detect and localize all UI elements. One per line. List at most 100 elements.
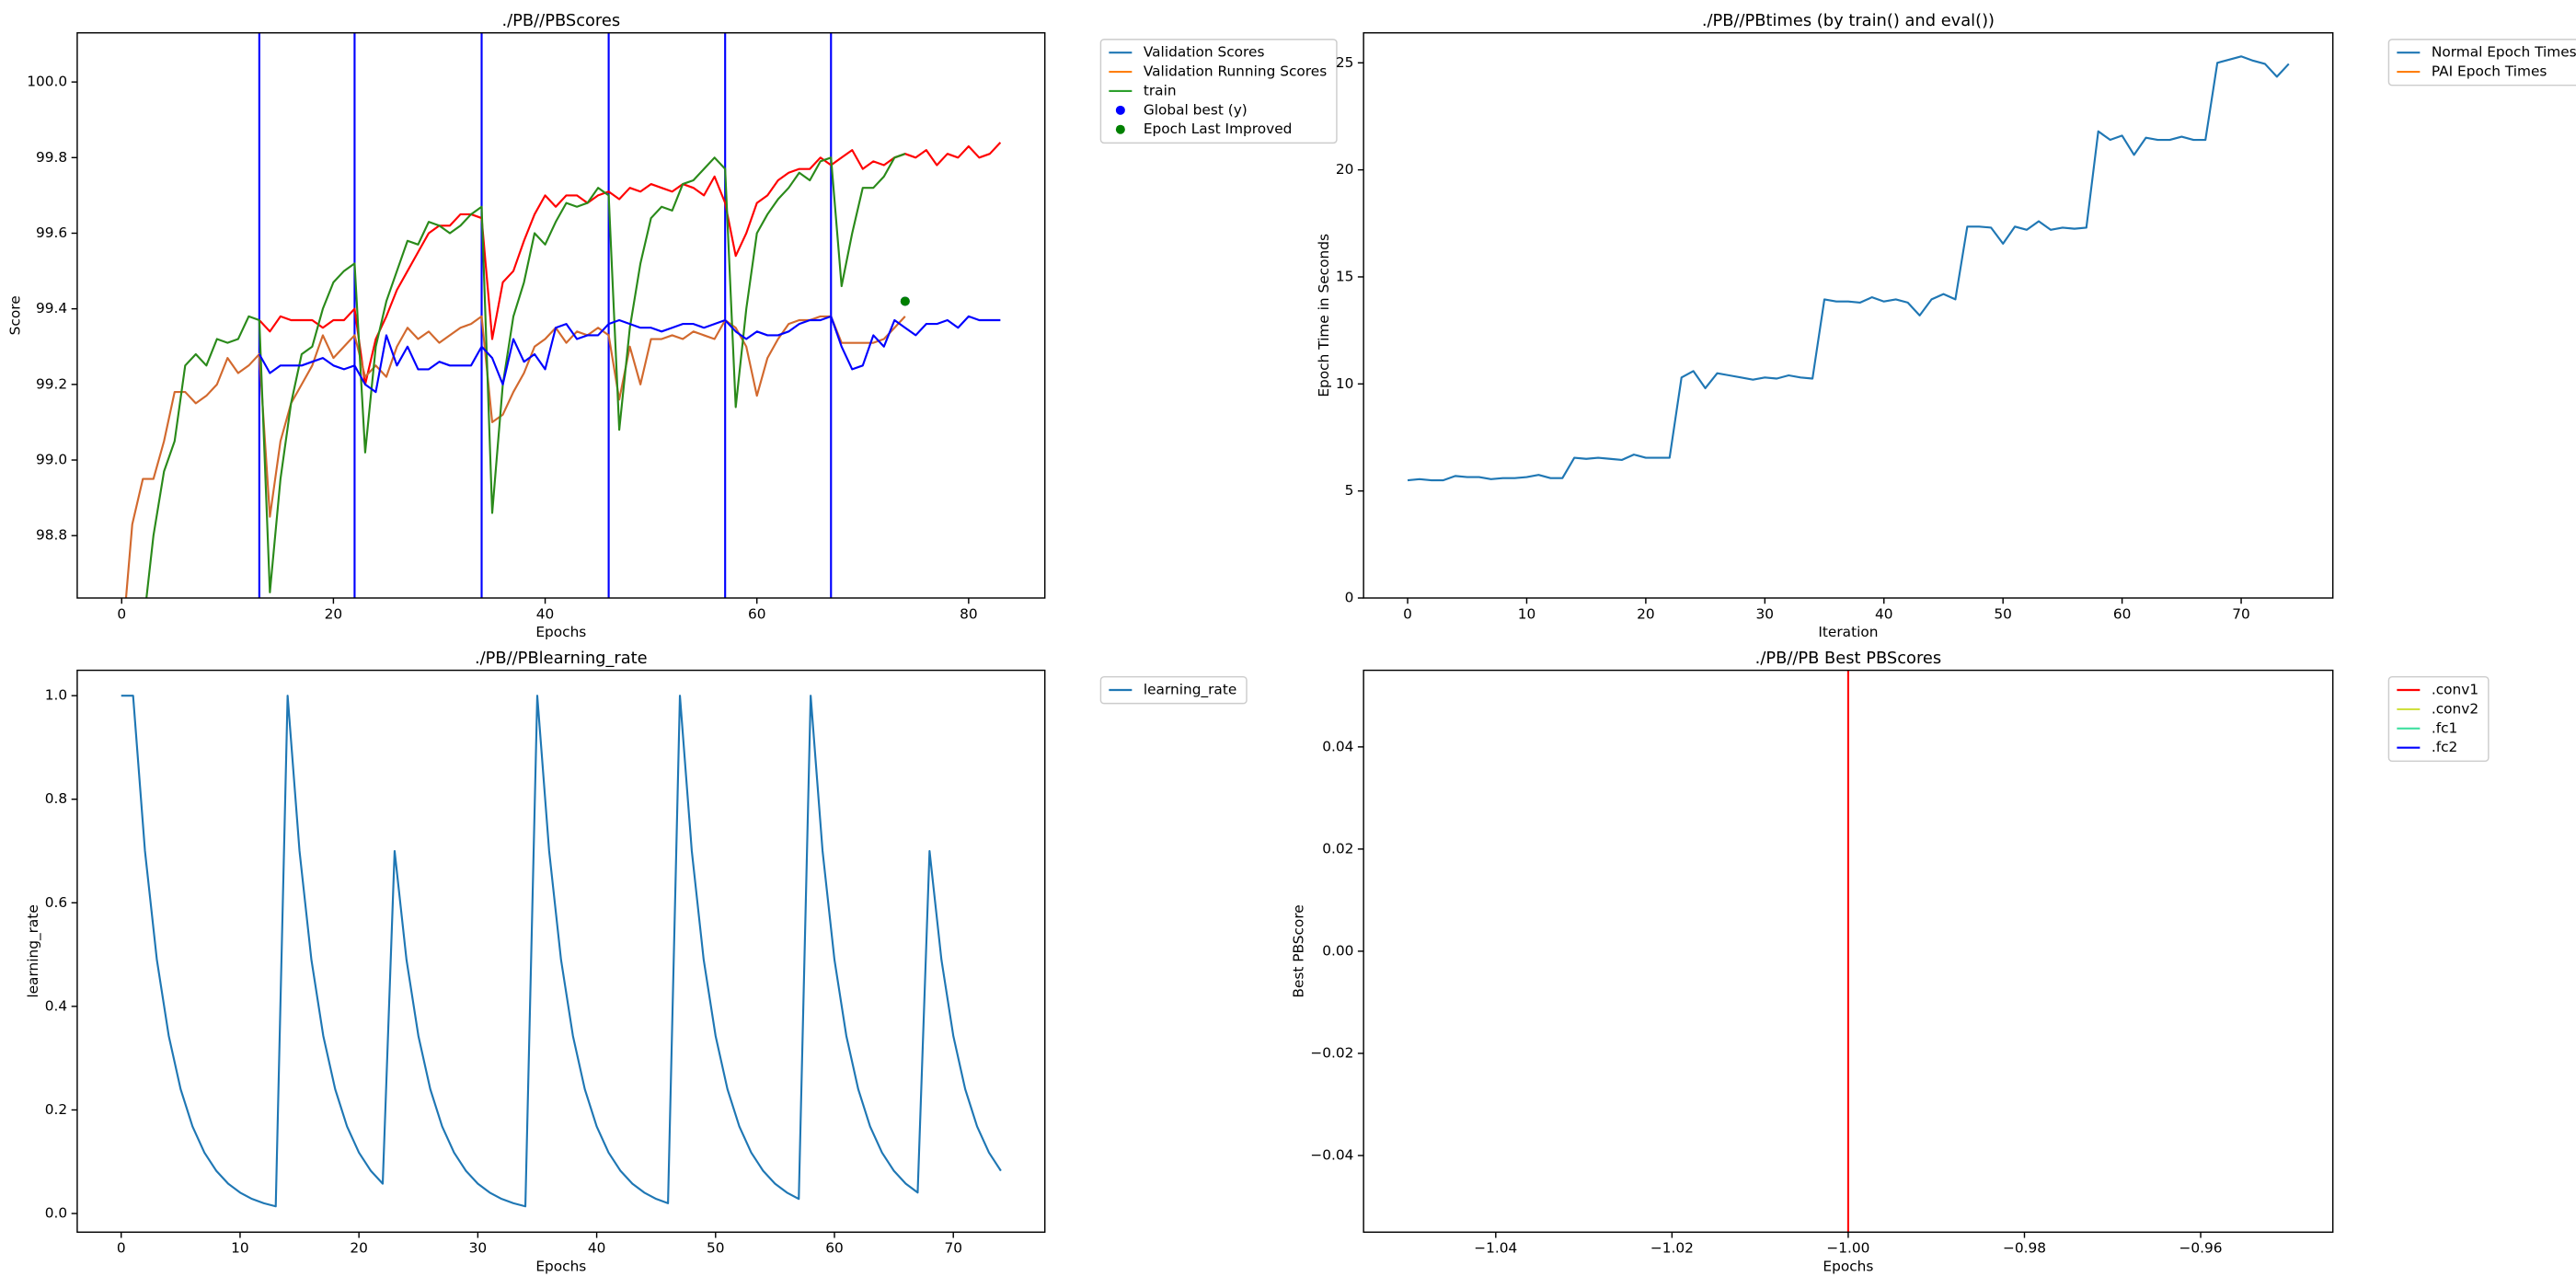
x-tick-label: 10 — [1518, 605, 1536, 622]
y-tick-label: 99.8 — [36, 149, 67, 166]
x-tick-label: 0 — [117, 1240, 126, 1257]
y-tick-label: 0.00 — [1322, 942, 1353, 959]
y-tick-label: −0.04 — [1310, 1147, 1353, 1164]
y-tick-label: −0.02 — [1310, 1044, 1353, 1061]
legend-label: train — [1144, 82, 1177, 98]
legend-label: PAI Epoch Times — [2432, 63, 2547, 80]
x-tick-label: 40 — [536, 605, 555, 622]
legend-label: Epoch Last Improved — [1144, 121, 1293, 137]
y-tick-label: 15 — [1336, 268, 1354, 284]
plot-area — [124, 32, 1002, 598]
x-tick-label: 10 — [231, 1240, 249, 1257]
y-tick-label: 0.2 — [45, 1101, 67, 1118]
legend-frame — [1099, 39, 1338, 144]
y-tick-label: 20 — [1336, 161, 1354, 178]
scatter-point — [900, 296, 910, 306]
legend-frame — [2387, 39, 2576, 86]
legend: learning_rate — [1099, 676, 1248, 705]
x-tick-label: 30 — [1756, 605, 1775, 622]
y-axis-label: learning_rate — [25, 904, 42, 997]
y-tick-label: 0 — [1345, 590, 1354, 606]
legend-frame — [2387, 676, 2490, 763]
x-tick-label: −0.96 — [2179, 1240, 2223, 1257]
legend: .conv1 .conv2 .fc1 .fc2 — [2387, 676, 2490, 763]
x-tick-label: 70 — [944, 1240, 962, 1257]
legend-marker — [1115, 105, 1125, 115]
series-line — [1407, 55, 2290, 482]
axes-frame — [76, 669, 1046, 1234]
y-tick-label: 98.8 — [36, 527, 67, 544]
series-line — [145, 153, 906, 598]
legend-frame — [1099, 676, 1248, 705]
series-line — [259, 142, 1002, 385]
x-axis-label: Epochs — [535, 1258, 586, 1274]
y-tick-label: 10 — [1336, 375, 1354, 392]
legend-label: Global best (y) — [1144, 101, 1248, 118]
legend-label: Normal Epoch Times — [2432, 44, 2576, 61]
legend-label: .conv2 — [2432, 700, 2478, 717]
plot-area — [1407, 55, 2290, 482]
subplot: −1.04 −1.02 −1.00 −0.98 −0.96 −0.04 −0.02 0.00 0… — [1290, 649, 2490, 1274]
chart-title: ./PB//PBlearning_rate — [475, 649, 648, 668]
x-tick-label: 0 — [1403, 605, 1412, 622]
y-tick-label: 0.04 — [1322, 738, 1353, 754]
y-tick-label: 0.4 — [45, 997, 67, 1014]
y-axis-label: Score — [6, 295, 23, 335]
x-axis-label: Epochs — [535, 624, 586, 640]
y-tick-label: 99.6 — [36, 224, 67, 241]
y-tick-label: 0.0 — [45, 1205, 67, 1222]
series-line — [121, 695, 1002, 1208]
y-tick-label: 0.02 — [1322, 840, 1353, 857]
plot-area — [121, 695, 1002, 1208]
legend-label: Validation Scores — [1144, 44, 1265, 61]
legend-marker — [1115, 124, 1125, 134]
y-axis-label: Best PBScore — [1290, 904, 1306, 997]
chart-title: ./PB//PB Best PBScores — [1755, 649, 1942, 668]
x-tick-label: 20 — [325, 605, 343, 622]
y-tick-label: 0.8 — [45, 790, 67, 807]
y-tick-label: 100.0 — [27, 74, 67, 90]
subplot: 0 20 40 60 80 98.8 99.0 99.2 99.4 99.6 99.8 100.0 ./… — [6, 11, 1338, 640]
chart-title: ./PB//PBScores — [501, 11, 620, 30]
x-tick-label: −1.04 — [1474, 1240, 1517, 1257]
x-axis-label: Iteration — [1818, 624, 1878, 640]
legend: Validation Scores Validation Running Scor… — [1099, 39, 1338, 144]
legend-label: learning_rate — [1144, 682, 1236, 699]
x-tick-label: 50 — [707, 1240, 725, 1257]
x-tick-label: −1.02 — [1650, 1240, 1694, 1257]
subplot: 0 10 20 30 40 50 60 70 0 5 10 15 20 25 ./PB//PBtimes (… — [1316, 11, 2576, 640]
x-tick-label: 40 — [588, 1240, 606, 1257]
x-tick-label: 20 — [350, 1240, 368, 1257]
axes-frame — [1363, 32, 2334, 599]
legend-label: .fc1 — [2432, 719, 2457, 736]
axes-background — [1363, 32, 2333, 598]
x-tick-label: 20 — [1637, 605, 1655, 622]
x-tick-label: −0.98 — [2003, 1240, 2046, 1257]
x-tick-label: 0 — [117, 605, 126, 622]
y-axis-label: Epoch Time in Seconds — [1316, 234, 1332, 397]
series-line — [258, 315, 1001, 394]
legend-label: Validation Running Scores — [1144, 63, 1327, 80]
x-tick-label: 50 — [1994, 605, 2012, 622]
x-tick-label: −1.00 — [1826, 1240, 1869, 1257]
x-tick-label: 70 — [2232, 605, 2250, 622]
y-tick-label: 99.4 — [36, 300, 67, 316]
x-tick-label: 80 — [960, 605, 978, 622]
y-tick-label: 99.0 — [36, 452, 67, 468]
y-tick-label: 5 — [1345, 482, 1354, 499]
subplot: 0 10 20 30 40 50 60 70 0.0 0.2 0.4 0.6 0.8 1.0 ./PB//P… — [25, 649, 1248, 1274]
chart-title: ./PB//PBtimes (by train() and eval()) — [1702, 11, 1995, 30]
x-tick-label: 30 — [469, 1240, 488, 1257]
x-tick-label: 60 — [2113, 605, 2132, 622]
legend-label: .fc2 — [2432, 739, 2457, 755]
x-axis-label: Epochs — [1823, 1258, 1873, 1274]
x-tick-label: 60 — [748, 605, 766, 622]
series-line — [124, 315, 906, 598]
y-tick-label: 25 — [1336, 54, 1354, 71]
legend-label: .conv1 — [2432, 682, 2478, 698]
axes-background — [76, 32, 1045, 598]
y-tick-label: 0.6 — [45, 894, 67, 911]
x-tick-label: 60 — [825, 1240, 844, 1257]
